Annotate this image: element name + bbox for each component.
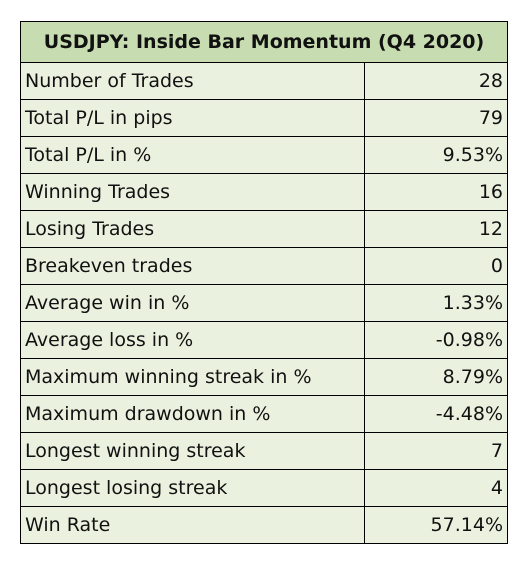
row-label-total-pl-pips: Total P/L in pips	[20, 99, 365, 137]
row-value-max-winning-streak-percent: 8.79%	[364, 358, 508, 396]
row-value-total-pl-percent: 9.53%	[364, 136, 508, 174]
table-row: Maximum drawdown in % -4.48%	[20, 395, 508, 433]
table-row: Average win in % 1.33%	[20, 284, 508, 322]
row-label-longest-losing-streak: Longest losing streak	[20, 469, 365, 507]
row-label-longest-winning-streak: Longest winning streak	[20, 432, 365, 470]
row-label-total-pl-percent: Total P/L in %	[20, 136, 365, 174]
row-value-total-pl-pips: 79	[364, 99, 508, 137]
row-label-win-rate: Win Rate	[20, 506, 365, 544]
row-value-breakeven-trades: 0	[364, 247, 508, 285]
table-row: Total P/L in pips 79	[20, 99, 508, 137]
row-label-max-winning-streak-percent: Maximum winning streak in %	[20, 358, 365, 396]
table-row: Longest winning streak 7	[20, 432, 508, 470]
row-label-max-drawdown: Maximum drawdown in %	[20, 395, 365, 433]
table-row: Average loss in % -0.98%	[20, 321, 508, 359]
table-header-row: USDJPY: Inside Bar Momentum (Q4 2020)	[20, 21, 508, 63]
table-title: USDJPY: Inside Bar Momentum (Q4 2020)	[20, 21, 508, 63]
table-row: Longest losing streak 4	[20, 469, 508, 507]
row-value-longest-losing-streak: 4	[364, 469, 508, 507]
row-value-winning-trades: 16	[364, 173, 508, 211]
row-value-losing-trades: 12	[364, 210, 508, 248]
table-row: Number of Trades 28	[20, 62, 508, 100]
row-label-average-win: Average win in %	[20, 284, 365, 322]
row-label-breakeven-trades: Breakeven trades	[20, 247, 365, 285]
row-value-max-drawdown: -4.48%	[364, 395, 508, 433]
table-row: Win Rate 57.14%	[20, 506, 508, 544]
row-value-average-win: 1.33%	[364, 284, 508, 322]
table-row: Losing Trades 12	[20, 210, 508, 248]
table-row: Total P/L in % 9.53%	[20, 136, 508, 174]
table-row: Winning Trades 16	[20, 173, 508, 211]
row-value-number-of-trades: 28	[364, 62, 508, 100]
row-label-winning-trades: Winning Trades	[20, 173, 365, 211]
table-row: Breakeven trades 0	[20, 247, 508, 285]
row-value-longest-winning-streak: 7	[364, 432, 508, 470]
row-label-average-loss: Average loss in %	[20, 321, 365, 359]
row-value-win-rate: 57.14%	[364, 506, 508, 544]
row-label-losing-trades: Losing Trades	[20, 210, 365, 248]
table-row: Maximum winning streak in % 8.79%	[20, 358, 508, 396]
row-label-number-of-trades: Number of Trades	[20, 62, 365, 100]
stats-table: USDJPY: Inside Bar Momentum (Q4 2020) Nu…	[20, 21, 508, 544]
row-value-average-loss: -0.98%	[364, 321, 508, 359]
